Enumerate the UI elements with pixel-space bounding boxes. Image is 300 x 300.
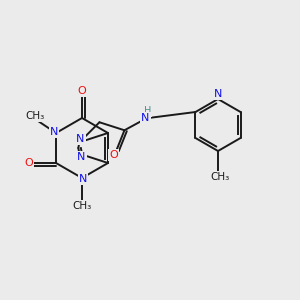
Text: N: N: [50, 127, 58, 137]
Text: CH₃: CH₃: [210, 172, 230, 182]
Text: N: N: [79, 174, 87, 184]
Text: N: N: [76, 134, 85, 144]
Text: O: O: [25, 158, 33, 168]
Text: N: N: [214, 89, 222, 99]
Text: CH₃: CH₃: [72, 201, 92, 211]
Text: N: N: [77, 152, 86, 162]
Text: N: N: [141, 113, 150, 123]
Text: CH₃: CH₃: [26, 111, 45, 121]
Text: O: O: [109, 150, 118, 160]
Text: H: H: [144, 106, 151, 116]
Text: O: O: [78, 86, 86, 96]
